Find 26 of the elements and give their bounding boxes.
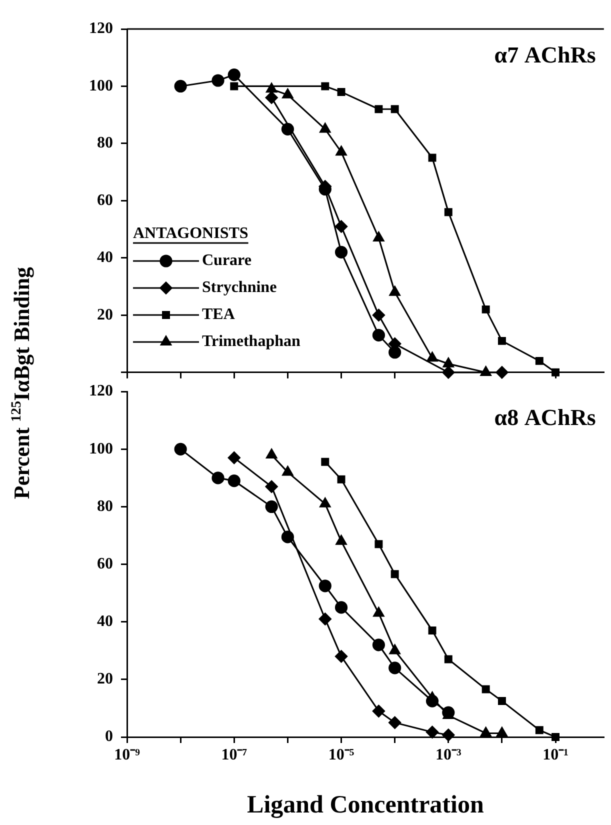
x-tick-label: 10⁻⁷ [221,746,248,764]
y-tick-label: 40 [97,249,113,266]
text: α7 AChRs [494,42,596,68]
y-tick-label: 40 [97,613,113,630]
y-tick-label: 80 [97,134,113,152]
x-tick-label: 10⁻⁹ [114,746,140,764]
x-tick-label: 10⁻¹ [542,746,569,764]
y-tick-label: 20 [97,670,113,688]
y-tick-label: 20 [97,306,113,324]
x-tick-label: 10⁻³ [435,746,462,764]
legend-label: Strychnine [202,279,277,296]
y-tick-label: 100 [89,77,113,94]
x-axis-title: Ligand Concentration [247,791,484,818]
y-tick-label: 120 [89,382,113,400]
y-tick-label: 60 [97,192,113,209]
y-tick-label: 80 [97,498,113,515]
legend-label: TEA [202,306,236,324]
y-tick-label: 60 [97,555,113,572]
legend-title: ANTAGONISTS [133,225,248,242]
legend-label: Trimethaphan [202,333,300,350]
y-tick-label: 120 [89,20,113,38]
x-tick-label: 10⁻⁵ [328,746,354,764]
legend-label: Curare [202,252,252,270]
y-tick-label: 0 [105,728,113,746]
text: α8 AChRs [494,405,596,430]
y-tick-label: 100 [89,440,113,458]
